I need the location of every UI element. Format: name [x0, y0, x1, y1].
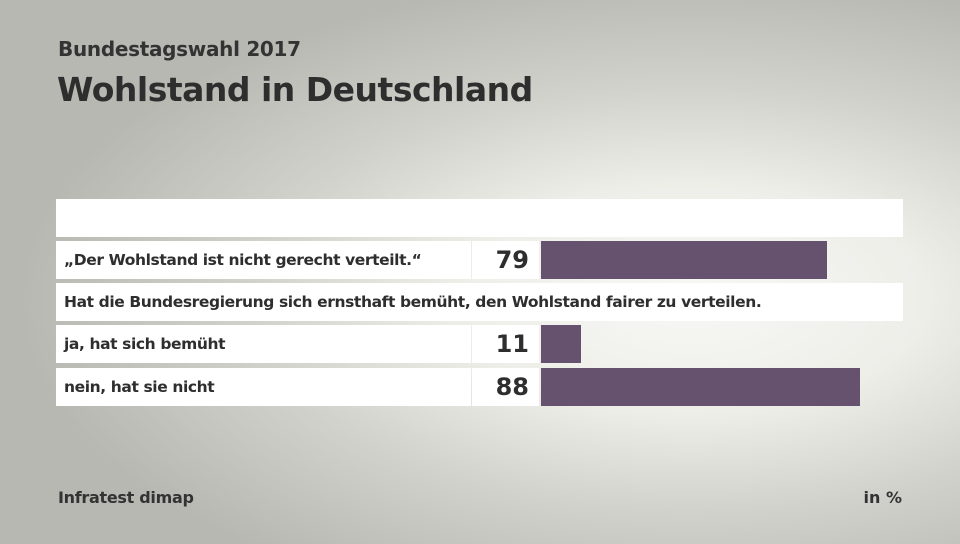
bar-label: ja, hat sich bemüht — [56, 325, 471, 363]
bar-label: „Der Wohlstand ist nicht gerecht verteil… — [56, 241, 471, 279]
group-header-question: Hat die Bundesregierung sich ernsthaft b… — [56, 283, 903, 321]
bar — [541, 368, 860, 406]
bar — [541, 241, 827, 279]
chart-title: Wohlstand in Deutschland — [57, 70, 533, 109]
group-header-empty — [56, 199, 903, 237]
bar-label: nein, hat sie nicht — [56, 368, 471, 406]
source-label: Infratest dimap — [58, 488, 194, 507]
data-label: 11 — [472, 325, 539, 363]
data-label: 88 — [472, 368, 539, 406]
data-label: 79 — [472, 241, 539, 279]
unit-label: in % — [863, 488, 902, 507]
bar — [541, 325, 581, 363]
chart-subtitle: Bundestagswahl 2017 — [58, 37, 301, 61]
